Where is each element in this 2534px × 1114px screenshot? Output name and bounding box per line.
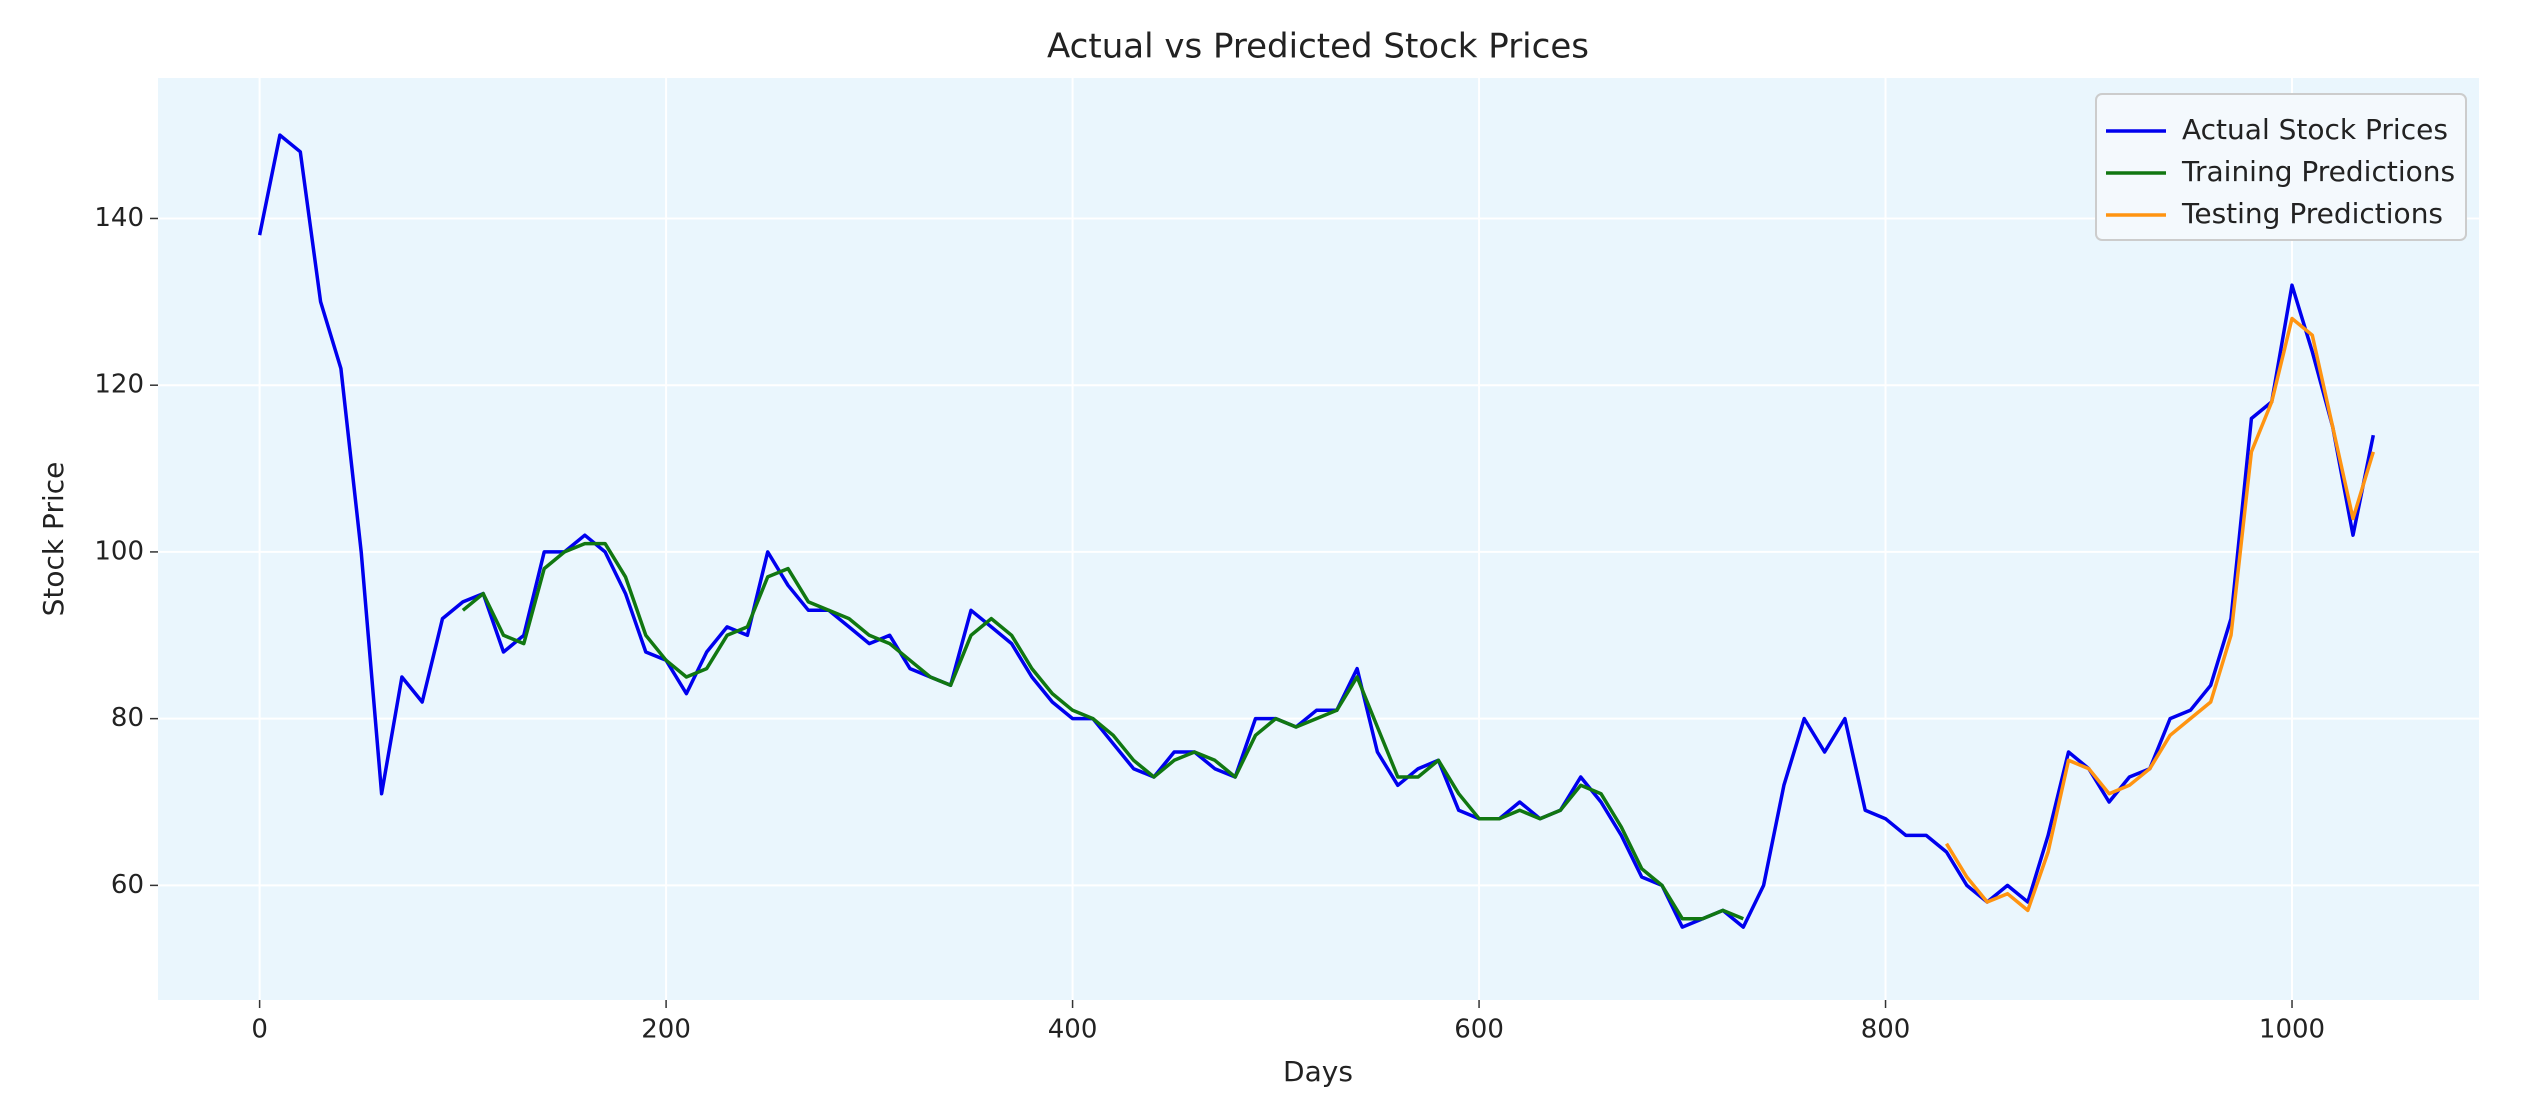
legend-box bbox=[2095, 93, 2467, 241]
y-tick-label: 140 bbox=[94, 203, 144, 233]
y-tick-label: 100 bbox=[94, 536, 144, 566]
legend-label: Testing Predictions bbox=[2181, 197, 2443, 230]
x-axis-label: Days bbox=[1283, 1055, 1353, 1088]
y-axis-label: Stock Price bbox=[37, 462, 70, 617]
x-tick-label: 400 bbox=[1048, 1015, 1098, 1045]
x-tick-label: 800 bbox=[1861, 1015, 1911, 1045]
x-tick-label: 200 bbox=[641, 1015, 691, 1045]
legend-label: Training Predictions bbox=[2181, 155, 2455, 188]
series-line bbox=[461, 541, 1744, 921]
x-tick-label: 600 bbox=[1454, 1015, 1504, 1045]
legend-label: Actual Stock Prices bbox=[2182, 113, 2448, 146]
series-line bbox=[257, 133, 2376, 929]
series-line bbox=[1945, 316, 2375, 913]
y-tick-label: 80 bbox=[111, 703, 144, 733]
plot-area bbox=[158, 78, 2479, 1000]
y-tick-label: 60 bbox=[111, 870, 144, 900]
y-tick-label: 120 bbox=[94, 370, 144, 400]
x-tick-label: 0 bbox=[251, 1015, 268, 1045]
x-tick-label: 1000 bbox=[2259, 1015, 2325, 1045]
chart-title: Actual vs Predicted Stock Prices bbox=[1047, 27, 1589, 67]
